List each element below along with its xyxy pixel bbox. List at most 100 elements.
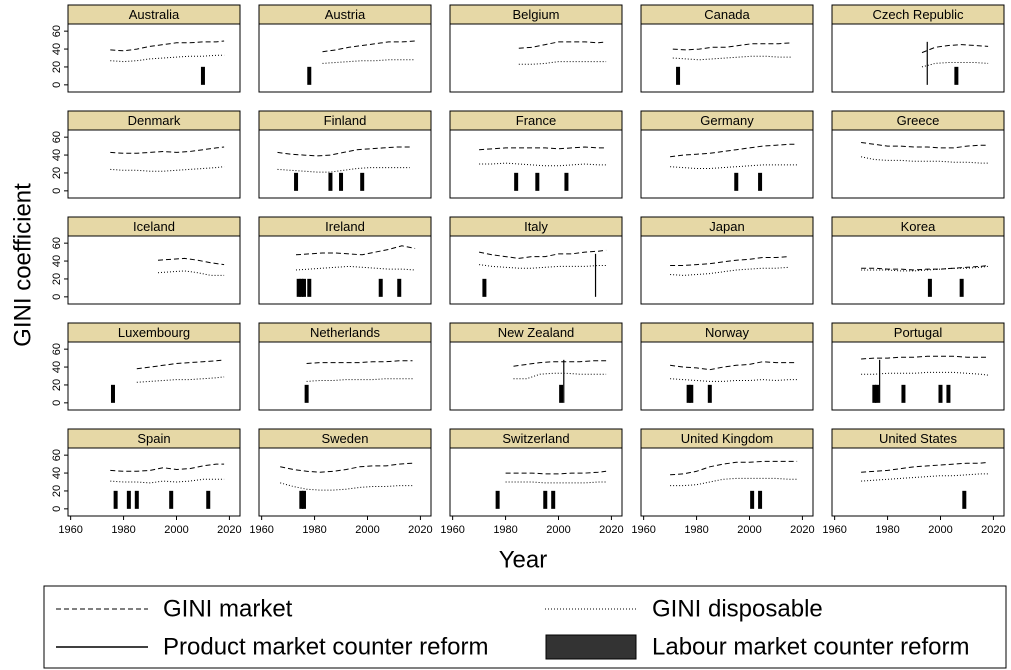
panel-frame — [258, 447, 432, 517]
panel-title: Netherlands — [310, 325, 381, 340]
labour-reform — [758, 490, 763, 509]
market-line — [110, 463, 225, 472]
panel-title: Italy — [524, 219, 548, 234]
labour-reform — [206, 490, 211, 509]
labour-reform — [707, 384, 712, 403]
disposable-line — [277, 167, 410, 173]
labour-reform — [543, 490, 548, 509]
labour-reform — [299, 490, 304, 509]
panel-title: Australia — [129, 7, 180, 22]
panel-frame — [258, 23, 432, 93]
labour-reform — [689, 384, 694, 403]
labour-reform — [110, 384, 115, 403]
disposable-line — [322, 59, 416, 64]
disposable-line — [672, 55, 792, 61]
labour-reform — [397, 278, 402, 297]
x-tick-label: 2020 — [981, 524, 1005, 536]
labour-reform — [872, 384, 877, 403]
y-tick-label: 60 — [51, 25, 63, 37]
x-tick-label: 1980 — [302, 524, 326, 536]
disposable-line — [861, 371, 989, 376]
disposable-line — [136, 376, 225, 383]
panel-frame — [831, 341, 1005, 411]
y-tick-label: 0 — [51, 188, 63, 194]
labour-reform — [564, 172, 569, 191]
market-line — [110, 40, 225, 52]
labour-reform — [169, 490, 174, 509]
panel-title: Portugal — [894, 325, 943, 340]
panel-title: Belgium — [513, 7, 560, 22]
disposable-line — [280, 482, 413, 491]
market-line — [670, 460, 798, 476]
labour-reform — [686, 384, 691, 403]
labour-reform — [328, 172, 333, 191]
labour-reform — [301, 490, 306, 509]
disposable-line — [670, 266, 790, 276]
labour-reform — [378, 278, 383, 297]
labour-reform — [874, 384, 879, 403]
panel-title: Sweden — [322, 431, 369, 446]
labour-reform — [927, 278, 932, 297]
disposable-line — [110, 54, 225, 63]
disposable-line — [110, 478, 225, 484]
y-tick-label: 0 — [51, 294, 63, 300]
disposable-line — [295, 265, 416, 271]
labour-reform — [514, 172, 519, 191]
disposable-line — [306, 378, 413, 382]
y-tick-label: 60 — [51, 237, 63, 249]
panel-title: Canada — [704, 7, 750, 22]
panel-title: United Kingdom — [681, 431, 774, 446]
panel-frame — [67, 447, 241, 517]
labour-reform — [301, 278, 306, 297]
panel-title: Austria — [325, 7, 366, 22]
x-tick-label: 2020 — [599, 524, 623, 536]
panel-frame — [449, 235, 623, 305]
x-tick-label: 2000 — [546, 524, 570, 536]
x-tick-label: 1980 — [493, 524, 517, 536]
panel-title: Japan — [709, 219, 744, 234]
labour-reform — [360, 172, 365, 191]
market-line — [478, 249, 607, 259]
labour-reform — [901, 384, 906, 403]
y-axis-title: GINI coefficient — [9, 183, 36, 347]
x-tick-label: 2020 — [790, 524, 814, 536]
labour-reform — [482, 278, 487, 297]
labour-reform — [307, 278, 312, 297]
panel-title: Finland — [324, 113, 367, 128]
labour-reform — [296, 278, 301, 297]
labour-reform — [734, 172, 739, 191]
labour-reform — [126, 490, 131, 509]
x-tick-label: 1960 — [822, 524, 846, 536]
labour-reform — [339, 172, 344, 191]
x-tick-label: 1980 — [875, 524, 899, 536]
panel-frame — [67, 23, 241, 93]
panel-title: Denmark — [128, 113, 181, 128]
panel-frame — [67, 341, 241, 411]
labour-reform — [304, 384, 309, 403]
x-tick-label: 1960 — [631, 524, 655, 536]
labour-reform — [299, 278, 304, 297]
y-tick-label: 40 — [51, 149, 63, 161]
market-line — [861, 461, 989, 473]
labour-reform — [200, 66, 205, 85]
x-tick-label: 2000 — [355, 524, 379, 536]
labour-reform — [495, 490, 500, 509]
y-tick-label: 40 — [51, 467, 63, 479]
y-tick-label: 20 — [51, 485, 63, 497]
panel-frame — [640, 341, 814, 411]
market-line — [861, 142, 989, 149]
market-line — [277, 146, 410, 157]
panel-frame — [449, 129, 623, 199]
x-tick-label: 2000 — [737, 524, 761, 536]
y-tick-label: 20 — [51, 167, 63, 179]
market-line — [518, 41, 607, 49]
labour-reform — [307, 66, 312, 85]
disposable-line — [921, 62, 989, 68]
market-line — [672, 42, 792, 51]
labour-reform — [294, 172, 299, 191]
disposable-line — [861, 265, 989, 272]
legend-swatch — [545, 634, 637, 660]
y-tick-label: 40 — [51, 43, 63, 55]
disposable-line — [479, 162, 607, 167]
